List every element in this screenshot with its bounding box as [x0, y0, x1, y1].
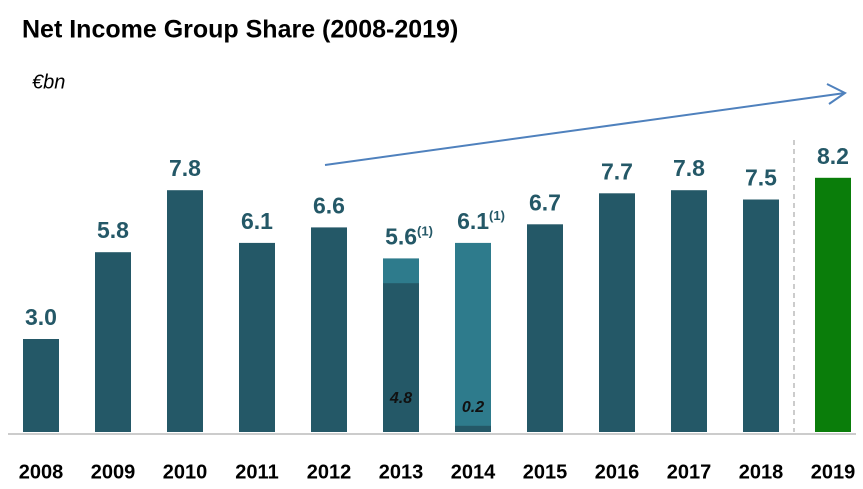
x-tick-label: 2013 — [379, 461, 424, 483]
bar — [743, 199, 779, 432]
value-text: 7.8 — [673, 155, 705, 181]
value-label: 7.7 — [601, 158, 633, 184]
bar — [95, 252, 131, 432]
value-label: 7.8 — [673, 155, 705, 181]
footnote-mark: (1) — [489, 208, 505, 223]
bar — [455, 242, 491, 432]
arrow-head — [826, 83, 847, 105]
bar — [815, 177, 851, 432]
x-tick-label: 2019 — [811, 461, 856, 483]
value-label: 5.8 — [97, 217, 129, 243]
x-tick-label: 2016 — [595, 461, 640, 483]
value-label: 7.5 — [745, 165, 777, 191]
x-tick-label: 2014 — [451, 461, 496, 483]
value-label: 6.6 — [313, 192, 345, 218]
value-label: 5.6(1) — [385, 223, 433, 249]
x-tick-label: 2017 — [667, 461, 712, 483]
chart-title: Net Income Group Share (2008-2019) — [22, 16, 458, 44]
bar — [671, 190, 707, 432]
x-tick-label: 2018 — [739, 461, 784, 483]
unit-label: €bn — [32, 71, 65, 93]
x-tick-label: 2012 — [307, 461, 352, 483]
bar — [599, 193, 635, 432]
value-text: 6.7 — [529, 189, 561, 215]
trend-arrow — [324, 92, 846, 166]
x-tick-label: 2010 — [163, 461, 208, 483]
footnote-mark: (1) — [417, 224, 433, 239]
x-tick-label: 2011 — [235, 461, 278, 483]
x-tick-label: 2015 — [523, 461, 568, 483]
value-text: 5.6 — [385, 223, 417, 249]
value-label: 7.8 — [169, 155, 201, 181]
value-text: 3.0 — [25, 304, 57, 330]
value-text: 7.8 — [169, 155, 201, 181]
value-text: 6.1 — [241, 208, 273, 234]
value-label: 8.2 — [817, 143, 849, 169]
x-tick-label: 2008 — [19, 461, 64, 483]
value-text: 6.1 — [457, 208, 489, 234]
value-label: 6.7 — [529, 189, 561, 215]
value-text: 7.5 — [745, 165, 777, 191]
value-text: 5.8 — [97, 217, 129, 243]
value-label: 3.0 — [25, 304, 57, 330]
value-text: 6.6 — [313, 192, 345, 218]
value-text: 8.2 — [817, 143, 849, 169]
x-tick-label: 2009 — [91, 461, 136, 483]
bar — [239, 242, 275, 432]
bar-segment — [455, 425, 491, 432]
bar — [23, 339, 59, 432]
segment-label: 0.2 — [462, 399, 484, 416]
value-label: 6.1 — [241, 208, 273, 234]
value-label: 6.1(1) — [457, 208, 505, 234]
bar — [527, 224, 563, 432]
value-text: 7.7 — [601, 158, 633, 184]
bar-segment — [383, 283, 419, 432]
bar — [311, 227, 347, 432]
segment-label: 4.8 — [389, 390, 412, 407]
bar — [167, 190, 203, 432]
